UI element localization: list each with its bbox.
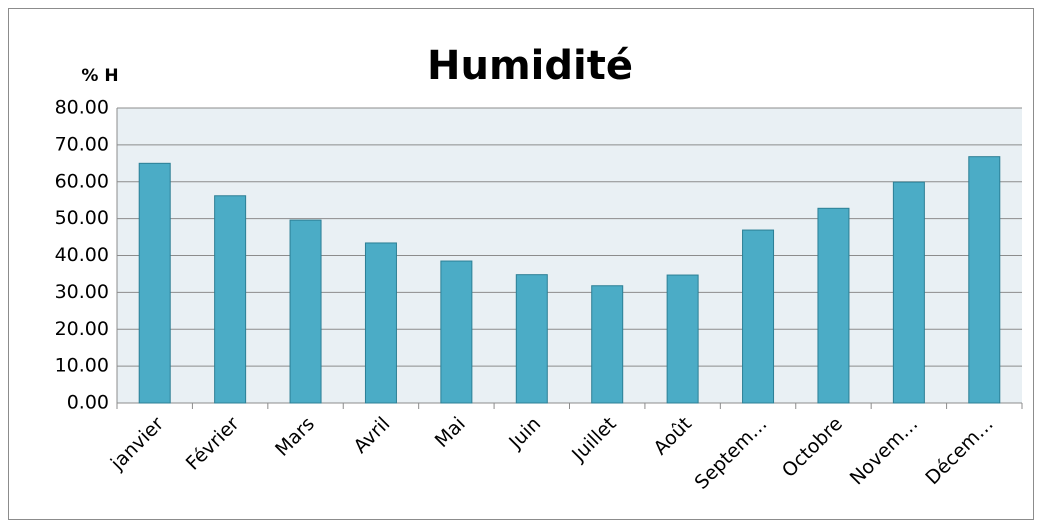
y-tick-label: 70.00 bbox=[55, 133, 109, 155]
y-tick-label: 60.00 bbox=[55, 170, 109, 192]
y-tick-label: 10.00 bbox=[55, 355, 109, 377]
bar bbox=[515, 274, 548, 404]
bar bbox=[214, 195, 247, 404]
y-tick-label: 30.00 bbox=[55, 281, 109, 303]
y-tick-label: 50.00 bbox=[55, 207, 109, 229]
bar bbox=[742, 229, 775, 404]
y-tick-label: 0.00 bbox=[67, 392, 109, 414]
y-tick-label: 40.00 bbox=[55, 244, 109, 266]
y-axis-label: % H bbox=[81, 66, 118, 86]
chart-title: Humidité bbox=[427, 43, 633, 89]
bar bbox=[968, 156, 1001, 404]
y-tick-label: 80.00 bbox=[55, 97, 109, 119]
bar bbox=[591, 285, 624, 404]
bar bbox=[440, 260, 473, 404]
bar bbox=[138, 162, 171, 404]
bar bbox=[364, 242, 397, 404]
bar bbox=[817, 207, 850, 404]
bar bbox=[666, 274, 699, 404]
y-tick-label: 20.00 bbox=[55, 318, 109, 340]
bar bbox=[289, 219, 322, 404]
bar bbox=[892, 181, 925, 404]
